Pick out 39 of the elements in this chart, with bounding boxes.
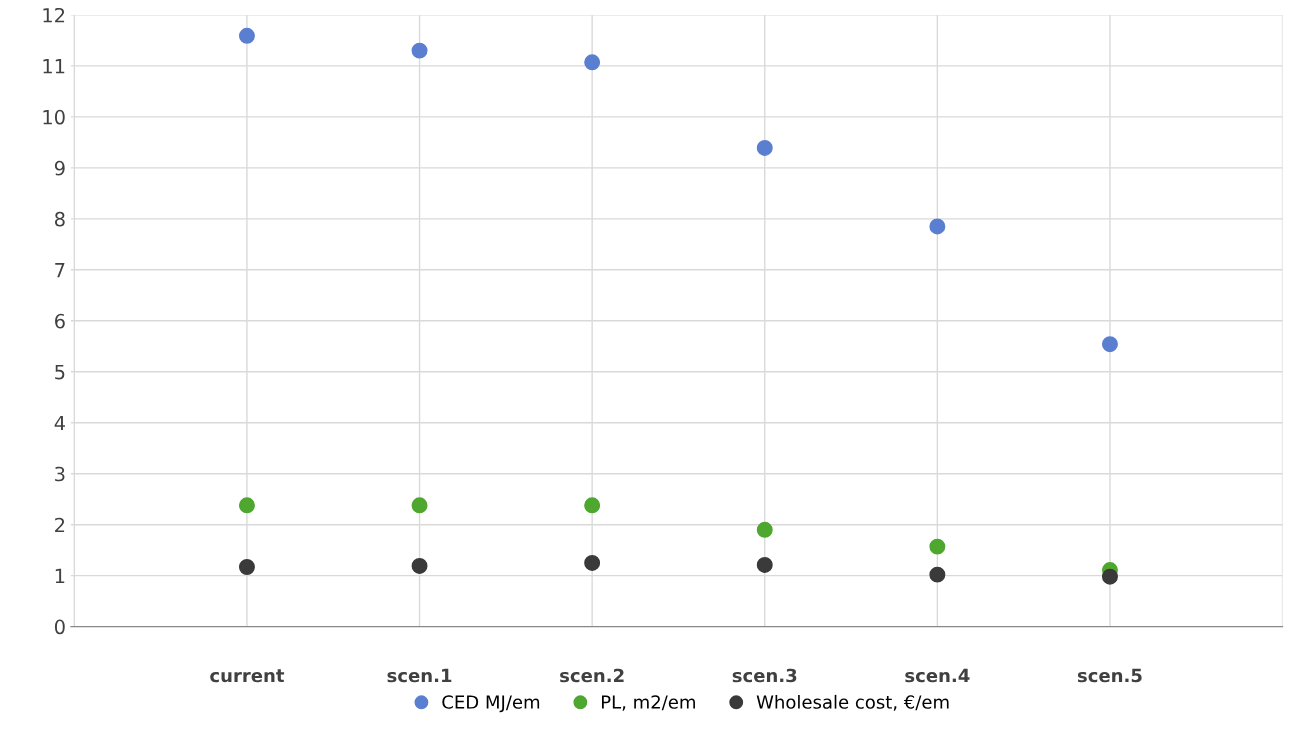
- point: [1101, 336, 1118, 353]
- point: [411, 497, 428, 514]
- y-tick-label: 0: [54, 619, 65, 635]
- y-tick-label: 10: [43, 109, 65, 125]
- point: [584, 54, 601, 71]
- legend-label: PL, m2/em: [601, 695, 695, 711]
- x-tick-label: current: [210, 669, 285, 683]
- point: [584, 497, 601, 514]
- point: [584, 554, 601, 571]
- point: [238, 27, 255, 44]
- y-tick-label: 8: [54, 211, 65, 227]
- y-tick-label: 3: [55, 466, 65, 482]
- y-tick-label: 6: [55, 313, 65, 329]
- point: [756, 556, 773, 573]
- legend-label: CED MJ/em: [442, 695, 540, 713]
- point: [411, 42, 428, 59]
- y-tick-label: 11: [43, 59, 65, 74]
- y-tick-label: 2: [55, 517, 65, 533]
- legend-label: Wholesale cost, €/em: [756, 694, 949, 711]
- x-tick-label: scen.1: [387, 668, 452, 683]
- x-tick-label: scen.2: [560, 668, 624, 683]
- y-tick-label: 1: [55, 568, 65, 584]
- y-tick-label: 12: [43, 7, 65, 23]
- y-tick-label: 9: [54, 160, 65, 176]
- x-tick-label: scen.3: [732, 668, 797, 683]
- x-tick-label: scen.5: [1077, 668, 1142, 683]
- point: [238, 497, 255, 514]
- y-tick-label: 5: [55, 364, 65, 380]
- point: [1101, 568, 1118, 585]
- point: [929, 218, 946, 235]
- point: [411, 557, 428, 574]
- point: [756, 521, 773, 538]
- point: [929, 566, 946, 583]
- y-tick-label: 4: [54, 415, 65, 431]
- y-tick-label: 7: [55, 263, 65, 278]
- x-tick-label: scen.4: [905, 668, 970, 683]
- point: [756, 139, 773, 156]
- point: [238, 559, 255, 575]
- point: [929, 538, 946, 555]
